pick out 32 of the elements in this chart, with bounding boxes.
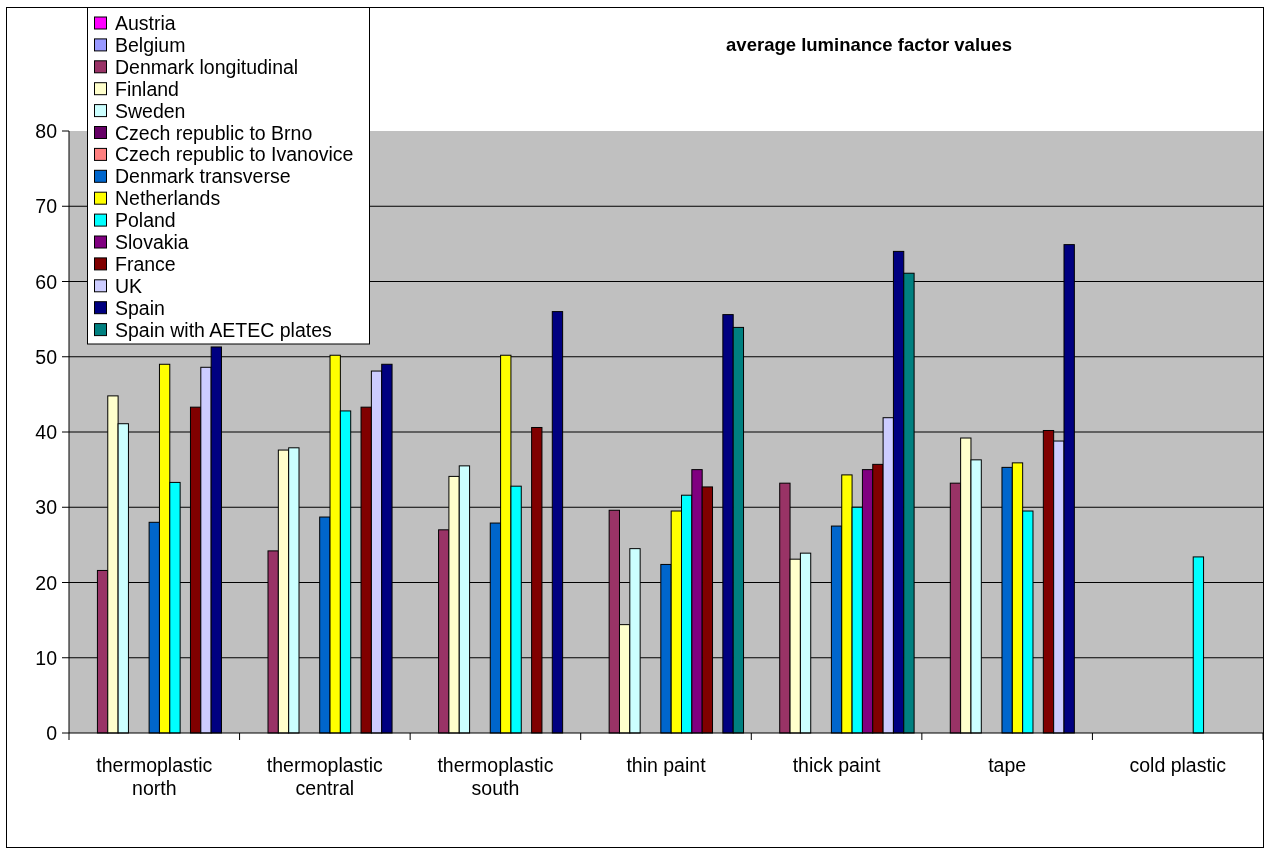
- legend-label: UK: [115, 274, 143, 297]
- legend-label: Spain with AETEC plates: [115, 318, 333, 341]
- legend-label: France: [115, 252, 176, 275]
- legend-label: Denmark transverse: [115, 165, 291, 188]
- legend-label: Belgium: [115, 33, 186, 56]
- y-tick-label: 0: [46, 722, 58, 744]
- legend-label: Austria: [115, 12, 176, 34]
- legend-label: Finland: [115, 77, 179, 100]
- legend-label: Czech republic to Ivanovice: [115, 143, 354, 166]
- legend-label: Spain: [115, 296, 165, 319]
- y-tick-label: 60: [35, 270, 58, 293]
- legend-label: Sweden: [115, 99, 186, 122]
- x-tick-label: thin paint: [626, 754, 707, 776]
- y-tick-label: 40: [35, 421, 58, 443]
- x-tick-label: thick paint: [792, 754, 882, 776]
- y-tick-label: 80: [35, 120, 58, 142]
- x-tick-label: tape: [988, 754, 1027, 776]
- legend-label: Slovakia: [115, 231, 189, 253]
- legend-label: Czech republic to Brno: [115, 121, 313, 144]
- x-tick-label: thermoplastic north: [96, 754, 213, 799]
- y-tick-label: 10: [35, 646, 58, 669]
- legend-label: Poland: [115, 209, 176, 232]
- y-tick-label: 70: [35, 195, 58, 218]
- x-tick-label: thermoplastic south: [437, 754, 554, 799]
- y-tick-label: 30: [35, 496, 58, 519]
- y-tick-label: 50: [35, 345, 58, 368]
- y-tick-label: 20: [35, 571, 58, 594]
- x-tick-label: thermoplastic central: [266, 754, 384, 799]
- chart-title: average luminance factor values: [726, 34, 1012, 55]
- legend-label: Netherlands: [115, 187, 221, 210]
- legend-label: Denmark longitudinal: [115, 55, 299, 78]
- x-tick-label: cold plastic: [1129, 754, 1227, 776]
